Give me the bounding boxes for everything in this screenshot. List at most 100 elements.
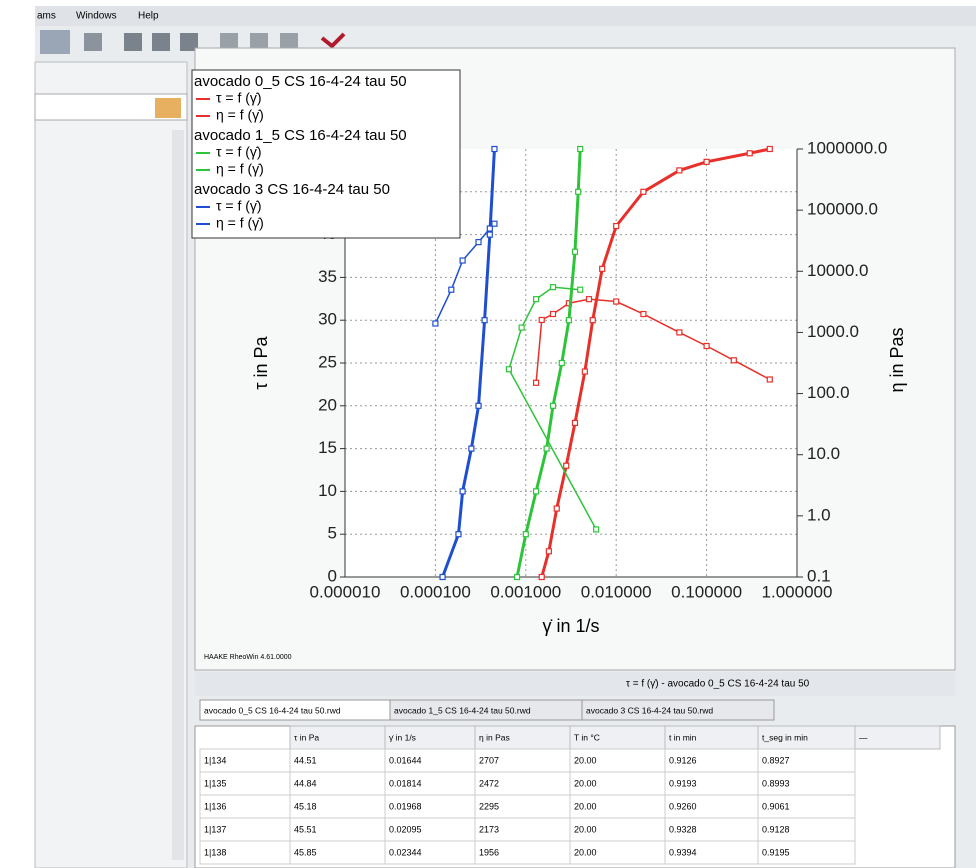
- y2-tick-label: 1.0: [807, 505, 831, 524]
- menu-item[interactable]: Windows: [76, 11, 117, 22]
- y-tick-label: 15: [318, 438, 337, 457]
- cell-text: 1|136: [204, 801, 226, 811]
- cell-text: 20.00: [574, 824, 597, 834]
- header-text: t in min: [669, 732, 697, 742]
- cell-text: 45.18: [294, 801, 317, 811]
- data-marker: [544, 446, 549, 451]
- cell-text: 1|138: [204, 847, 226, 857]
- tool-button[interactable]: [84, 33, 102, 51]
- data-marker: [519, 325, 524, 330]
- data-marker: [614, 299, 619, 304]
- legend-group: avocado 0_5 CS 16-4-24 tau 50: [194, 73, 407, 90]
- data-marker: [704, 343, 709, 348]
- menu-item[interactable]: Help: [138, 11, 159, 22]
- legend-group: avocado 3 CS 16-4-24 tau 50: [194, 181, 390, 198]
- x-axis-label: γ̇ in 1/s: [542, 616, 599, 636]
- cell-text: 20.00: [574, 847, 597, 857]
- y-tick-label: 5: [328, 524, 337, 543]
- data-marker: [582, 369, 587, 374]
- header-text: γ̇ in 1/s: [389, 732, 416, 742]
- y2-tick-label: 100.0: [807, 383, 850, 402]
- data-marker: [747, 151, 752, 156]
- tab-label: avocado 1_5 CS 16-4-24 tau 50.rwd: [394, 705, 531, 715]
- tab-label: avocado 3 CS 16-4-24 tau 50.rwd: [586, 705, 713, 715]
- data-marker: [704, 159, 709, 164]
- menu-bar: [35, 6, 976, 26]
- data-marker: [576, 189, 581, 194]
- data-marker: [586, 297, 591, 302]
- cell-text: 2173: [479, 824, 499, 834]
- tool-button[interactable]: [152, 33, 170, 51]
- cell-text: 0.9061: [762, 801, 790, 811]
- data-marker: [731, 358, 736, 363]
- legend-entry: η = f (γ̇): [216, 161, 264, 177]
- header-text: T in °C: [574, 732, 600, 742]
- data-marker: [449, 287, 454, 292]
- data-marker: [554, 506, 559, 511]
- legend-entry: η = f (γ̇): [216, 215, 264, 231]
- data-marker: [506, 367, 511, 372]
- cell-text: 0.02344: [389, 847, 422, 857]
- header-text: t_seg in min: [762, 732, 808, 742]
- cell-text: 0.02095: [389, 824, 422, 834]
- cell-text: 20.00: [574, 755, 597, 765]
- cell-text: 44.84: [294, 778, 317, 788]
- menu-item[interactable]: ams: [37, 11, 56, 22]
- legend-entry: τ = f (γ̇): [216, 198, 262, 214]
- scrollbar[interactable]: [172, 130, 184, 860]
- data-marker: [534, 297, 539, 302]
- y2-tick-label: 1000.0: [807, 322, 859, 341]
- x-tick-label: 0.000100: [400, 582, 471, 601]
- data-marker: [614, 224, 619, 229]
- data-marker: [578, 287, 583, 292]
- y2-tick-label: 0.1: [807, 566, 831, 585]
- data-marker: [578, 147, 583, 152]
- cell-text: 0.8993: [762, 778, 790, 788]
- data-marker: [559, 361, 564, 366]
- cell-text: 1956: [479, 847, 499, 857]
- cell-text: 1|135: [204, 778, 226, 788]
- data-marker: [546, 549, 551, 554]
- data-marker: [456, 532, 461, 537]
- data-marker: [469, 446, 474, 451]
- cell-text: 0.9128: [762, 824, 790, 834]
- tool-button[interactable]: [124, 33, 142, 51]
- y-tick-label: 0: [328, 566, 337, 585]
- data-marker: [590, 318, 595, 323]
- y2-axis-label: η in Pas: [887, 327, 907, 392]
- data-marker: [482, 318, 487, 323]
- x-tick-label: 0.100000: [671, 582, 742, 601]
- data-marker: [539, 317, 544, 322]
- cell-text: 2295: [479, 801, 499, 811]
- header-text: η in Pas: [479, 732, 510, 742]
- cell-text: 45.51: [294, 824, 317, 834]
- status-bar: [195, 672, 955, 696]
- cell-text: 1|137: [204, 824, 226, 834]
- cell-text: 45.85: [294, 847, 317, 857]
- folder-button[interactable]: [155, 98, 181, 118]
- data-marker: [460, 489, 465, 494]
- y-tick-label: 30: [318, 310, 337, 329]
- data-marker: [572, 420, 577, 425]
- tool-button[interactable]: [40, 30, 70, 54]
- x-tick-label: 0.001000: [490, 582, 561, 601]
- y-tick-label: 20: [318, 395, 337, 414]
- legend-entry: η = f (γ̇): [216, 107, 264, 123]
- data-marker: [539, 575, 544, 580]
- data-marker: [572, 249, 577, 254]
- cell-text: 44.51: [294, 755, 317, 765]
- legend-group: avocado 1_5 CS 16-4-24 tau 50: [194, 127, 407, 144]
- data-marker: [515, 575, 520, 580]
- cell-text: 0.9394: [669, 847, 697, 857]
- data-marker: [564, 463, 569, 468]
- data-marker: [594, 527, 599, 532]
- data-marker: [523, 532, 528, 537]
- cell-text: 0.01644: [389, 755, 422, 765]
- x-tick-label: 0.000010: [310, 582, 381, 601]
- tab-label: avocado 0_5 CS 16-4-24 tau 50.rwd: [204, 705, 341, 715]
- y-tick-label: 35: [318, 267, 337, 286]
- y2-tick-label: 10.0: [807, 444, 840, 463]
- cell-text: 2472: [479, 778, 499, 788]
- header-text: —: [859, 732, 868, 742]
- data-marker: [492, 147, 497, 152]
